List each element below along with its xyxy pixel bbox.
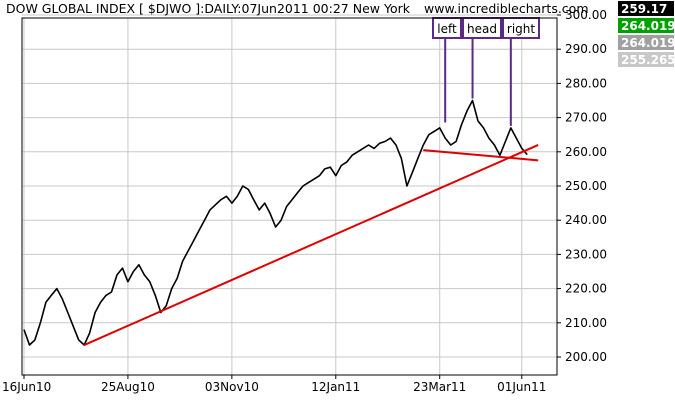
annotations: left head right [432,17,540,126]
y-tick-label: 220.00 [565,282,607,296]
y-tick-label: 240.00 [565,213,607,227]
x-tick-label: 03Nov10 [205,380,259,394]
trendline-neckline [423,149,539,162]
y-tick-label: 280.00 [565,76,607,90]
value-badge-label: 255.2657 [621,53,675,67]
value-badges: 259.17 264.0191 264.0191 255.2657 [618,1,675,67]
value-badge-label: 264.0191 [621,36,675,50]
y-tick-label: 210.00 [565,316,607,330]
value-badge-label: 259.17 [621,2,667,16]
value-badge [618,35,674,50]
series-line [23,99,528,346]
y-tick-label: 230.00 [565,247,607,261]
plot-frame [21,17,558,376]
x-tick-label: 01Jun11 [497,380,546,394]
annotation-label: right [507,22,535,36]
value-badge [618,1,674,16]
value-badge [618,18,674,33]
y-tick-label: 300.00 [565,8,607,22]
y-tick-label: 250.00 [565,179,607,193]
x-tick-label: 16Jun10 [2,380,51,394]
x-tick-label: 12Jan11 [311,380,360,394]
price-series [23,99,528,346]
x-tick-label: 23Mar11 [413,380,466,394]
grid [22,14,557,375]
x-tick-label: 25Aug10 [101,380,155,394]
trendline-support [83,144,539,346]
y-tick-label: 200.00 [565,350,607,364]
x-axis: 16Jun10 25Aug10 03Nov10 12Jan11 23Mar11 01Jun… [2,375,546,394]
annotation-label: head [467,22,497,36]
watermark: www.incrediblecharts.com [424,1,589,16]
y-axis: 200.00 210.00 220.00 230.00 240.00 250.00 260.… [557,8,607,364]
value-badge [618,52,674,67]
y-tick-label: 260.00 [565,145,607,159]
y-tick-label: 270.00 [565,111,607,125]
annotation-label: left [437,22,457,36]
trendlines [83,144,539,346]
y-tick-label: 290.00 [565,42,607,56]
chart-title: DOW GLOBAL INDEX [ $DJWO ]:DAILY:07Jun20… [6,1,411,16]
value-badge-label: 264.0191 [621,19,675,33]
